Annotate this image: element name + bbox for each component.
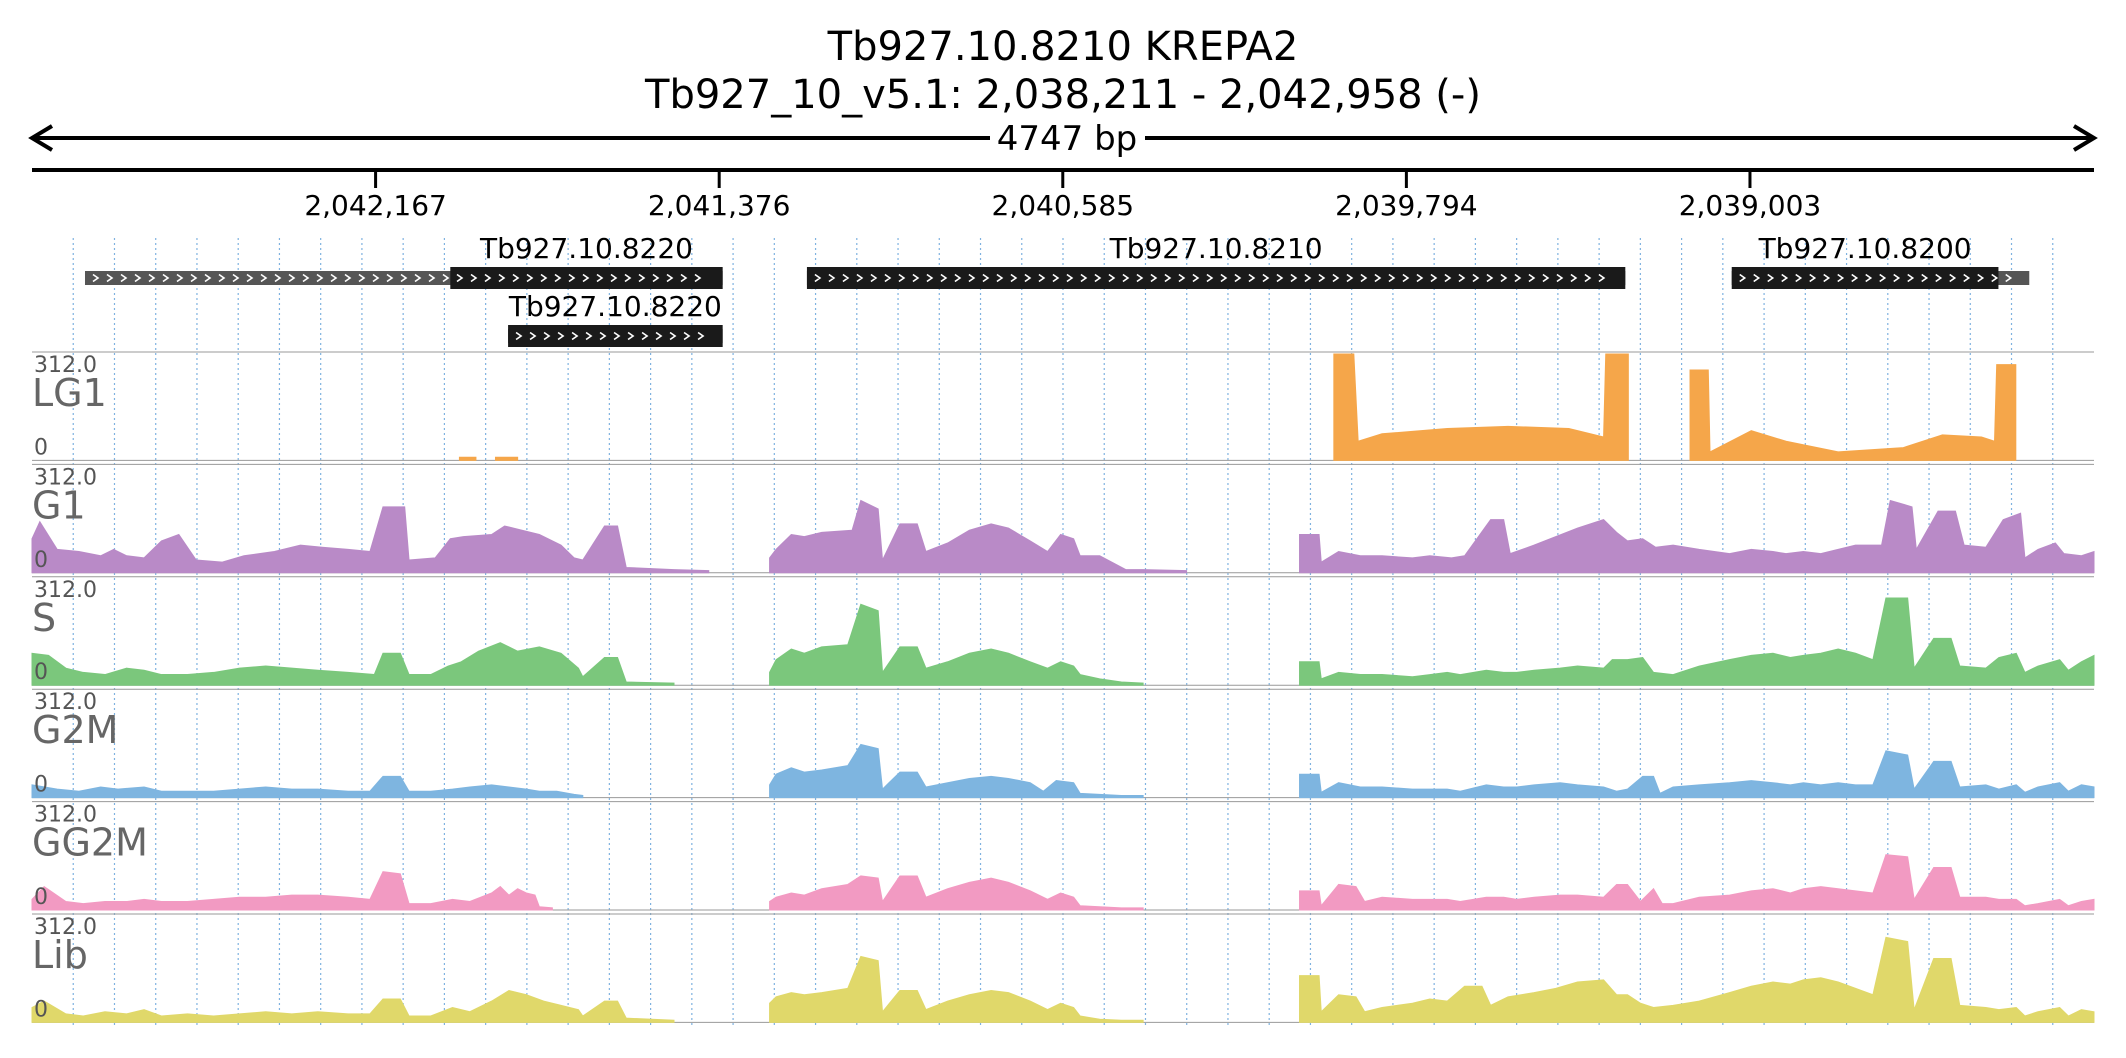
strand-arrows (814, 273, 1606, 283)
track-max-label: 312.0 (34, 353, 97, 378)
axis-tick-label: 2,040,585 (992, 189, 1135, 222)
span-arrow-left-head (28, 124, 54, 152)
strand-arrows (515, 331, 705, 341)
track-max-label: 312.0 (34, 465, 97, 490)
track-name-label: S (32, 596, 56, 640)
gene-cds-box (508, 325, 723, 347)
coverage-area (31, 642, 675, 686)
track-name-label: G2M (32, 708, 118, 752)
gene-label: Tb927.10.8200 (1758, 232, 1972, 265)
track-min-label: 0 (34, 997, 48, 1022)
track-name-label: GG2M (32, 821, 148, 865)
gene-label: Tb927.10.8210 (1109, 232, 1323, 265)
gene-cds-box (806, 267, 1626, 289)
axis-tick-label: 2,039,003 (1679, 189, 1822, 222)
gene-annotations: Tb927.10.8220 Tb927.10.8220 Tb927.10.8210 T… (84, 232, 2030, 347)
gene-cds-box (450, 267, 723, 289)
span-indicator: 4747 bp (28, 119, 2098, 159)
coverage-area (1299, 499, 2095, 574)
coverage-area (1333, 353, 1629, 461)
coverage-area (458, 456, 477, 461)
coordinate-ticks: 2,042,167 2,041,376 2,040,585 2,039,794 2,03… (304, 170, 1821, 222)
track-name-label: LG1 (32, 371, 107, 415)
figure-subtitle: Tb927_10_v5.1: 2,038,211 - 2,042,958 (-) (644, 72, 1481, 118)
track-min-label: 0 (34, 660, 48, 685)
track-max-label: 312.0 (34, 803, 97, 828)
strand-arrows (1739, 273, 2013, 283)
coverage-area (1299, 750, 2095, 799)
coverage-area (31, 989, 675, 1023)
coverage-area (769, 743, 1144, 799)
track-min-label: 0 (34, 885, 48, 910)
coverage-area (1689, 364, 2017, 461)
coverage-area (769, 603, 1144, 686)
coverage-tracks: 312.0LG10312.0G10312.0S0312.0G2M0312.0GG… (31, 351, 2095, 1023)
track-min-label: 0 (34, 548, 48, 573)
track-name-label: Lib (32, 933, 88, 977)
axis-tick-label: 2,039,794 (1335, 189, 1478, 222)
coverage-area (1299, 936, 2095, 1023)
gene-model: Tb927.10.8220 (508, 290, 723, 347)
axis-tick-label: 2,041,376 (648, 189, 791, 222)
gene-model: Tb927.10.8210 (806, 232, 1626, 289)
gene-label: Tb927.10.8220 (479, 232, 693, 265)
track-max-label: 312.0 (34, 690, 97, 715)
span-arrow-right-head (2072, 124, 2098, 152)
figure-title: Tb927.10.8210 KREPA2 (827, 24, 1299, 70)
track-max-label: 312.0 (34, 578, 97, 603)
track-max-label: 312.0 (34, 915, 97, 940)
track-min-label: 0 (34, 773, 48, 798)
strand-arrows (92, 273, 702, 283)
gene-label: Tb927.10.8220 (508, 290, 722, 323)
coverage-area (769, 499, 1188, 574)
track-g1: 312.0G1 0 (31, 463, 2095, 574)
coverage-area (494, 456, 519, 461)
track-s: 312.0S 0 (31, 576, 2095, 686)
coverage-area (769, 955, 1144, 1023)
coverage-area (1299, 854, 2095, 911)
track-name-label: G1 (32, 483, 86, 527)
gene-model: Tb927.10.8220 (84, 232, 723, 289)
coverage-area (31, 775, 584, 799)
gene-model: Tb927.10.8200 (1731, 232, 2030, 289)
axis-tick-label: 2,042,167 (304, 189, 447, 222)
coverage-area (769, 875, 1144, 911)
track-min-label: 0 (34, 435, 48, 460)
coverage-area (1299, 597, 2095, 686)
coverage-area (31, 871, 553, 911)
coverage-area (31, 506, 710, 574)
gene-cds-box (1731, 267, 1999, 289)
span-length-label: 4747 bp (997, 119, 1138, 159)
